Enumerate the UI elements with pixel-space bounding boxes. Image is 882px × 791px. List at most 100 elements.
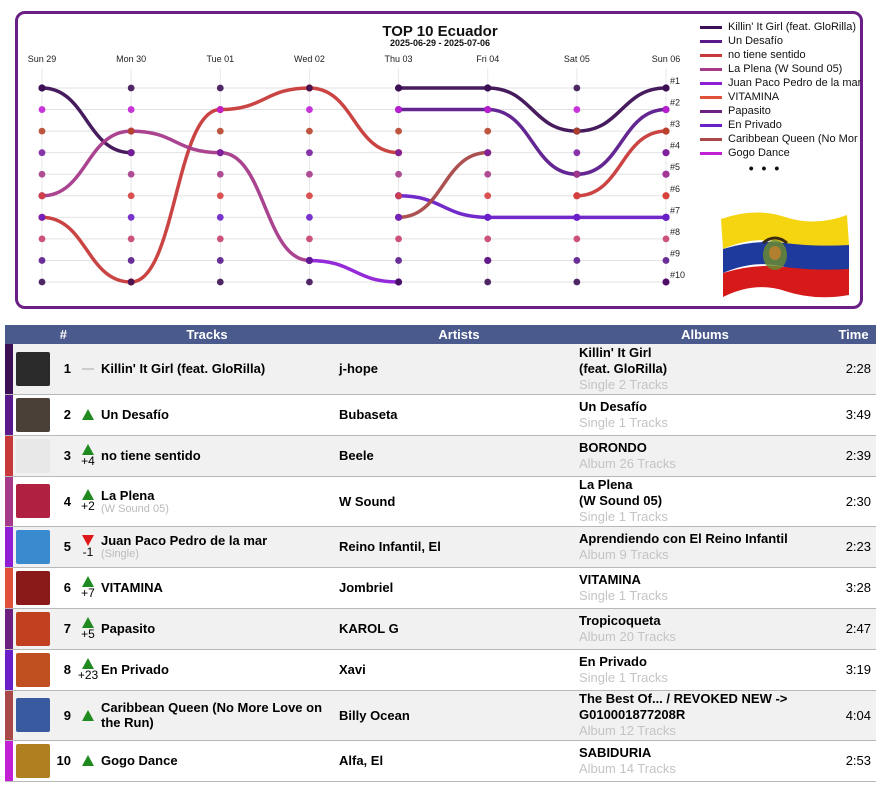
rank-dot bbox=[662, 278, 670, 286]
album-title-line2: G010001877208R bbox=[579, 707, 686, 722]
artists-header[interactable]: Artists bbox=[339, 325, 579, 344]
table-row[interactable]: 3 +4 no tiene sentido Beele BORONDO Album 26 … bbox=[5, 435, 876, 477]
album-meta: Album 26 Tracks bbox=[579, 455, 676, 471]
track-album[interactable]: VITAMINA Single 1 Tracks bbox=[579, 567, 831, 609]
album-cover-image[interactable] bbox=[16, 743, 50, 778]
track-title[interactable]: Un Desafío bbox=[101, 394, 339, 436]
track-title[interactable]: Gogo Dance bbox=[101, 740, 339, 782]
rank-change: +23 bbox=[75, 649, 101, 691]
album-cover-image[interactable] bbox=[16, 397, 50, 432]
track-album[interactable]: La Plena (W Sound 05) Single 1 Tracks bbox=[579, 476, 831, 527]
series-line bbox=[396, 150, 490, 220]
legend-item[interactable]: VITAMINA bbox=[700, 90, 860, 104]
track-artist[interactable]: Jombriel bbox=[339, 567, 579, 609]
track-artist[interactable]: KAROL G bbox=[339, 608, 579, 650]
album-cover-image[interactable] bbox=[16, 652, 50, 687]
rank-dot bbox=[484, 149, 492, 157]
track-duration: 2:39 bbox=[831, 435, 876, 477]
legend-item[interactable]: Gogo Dance bbox=[700, 146, 860, 160]
track-album[interactable]: The Best Of... / REVOKED NEW -> G01000187… bbox=[579, 690, 831, 741]
track-album[interactable]: Aprendiendo con El Reino Infantil Album 9… bbox=[579, 526, 831, 568]
track-title[interactable]: Killin' It Girl (feat. GloRilla) bbox=[101, 344, 339, 395]
track-album[interactable]: En Privado Single 1 Tracks bbox=[579, 649, 831, 691]
track-artist[interactable]: W Sound bbox=[339, 476, 579, 527]
rank-dot bbox=[395, 213, 402, 221]
rank-dot bbox=[306, 170, 313, 178]
table-row[interactable]: 5 -1 Juan Paco Pedro de la mar (Single) Rein… bbox=[5, 526, 876, 568]
album-title-line2: (feat. GloRilla) bbox=[579, 360, 668, 376]
album-cover-image[interactable] bbox=[16, 351, 50, 386]
rank-dot bbox=[127, 213, 135, 221]
rank-dot bbox=[306, 84, 313, 92]
table-row[interactable]: 10 Gogo Dance Alfa, El SABIDURIA Album 14 Tr… bbox=[5, 740, 876, 782]
track-album[interactable]: Un Desafío Single 1 Tracks bbox=[579, 394, 831, 436]
legend-more-indicator[interactable]: • • • bbox=[748, 160, 782, 176]
rank-header[interactable]: # bbox=[5, 325, 75, 344]
tracks-header[interactable]: Tracks bbox=[75, 325, 339, 344]
legend-item[interactable]: Un Desafío bbox=[700, 34, 860, 48]
track-title[interactable]: La Plena (W Sound 05) bbox=[101, 476, 339, 527]
table-row[interactable]: 4 +2 La Plena (W Sound 05) W Sound La Plena (W… bbox=[5, 476, 876, 527]
rank-dot bbox=[216, 213, 224, 221]
track-album[interactable]: SABIDURIA Album 14 Tracks bbox=[579, 740, 831, 782]
rank-dot bbox=[38, 192, 46, 200]
track-artist[interactable]: Billy Ocean bbox=[339, 690, 579, 741]
legend-item[interactable]: Papasito bbox=[700, 104, 860, 118]
legend-item[interactable]: En Privado bbox=[700, 118, 860, 132]
rank-change bbox=[75, 740, 101, 782]
albums-header[interactable]: Albums bbox=[579, 325, 831, 344]
track-title[interactable]: Caribbean Queen (No More Love on the Run… bbox=[101, 690, 339, 741]
table-row[interactable]: 2 Un Desafío Bubaseta Un Desafío Single 1 Tr… bbox=[5, 394, 876, 436]
album-cover-image[interactable] bbox=[16, 570, 50, 605]
legend-item[interactable]: La Plena (W Sound 05) bbox=[700, 62, 860, 76]
rank-dot bbox=[38, 235, 46, 243]
album-cover-image[interactable] bbox=[16, 438, 50, 473]
track-artist[interactable]: Bubaseta bbox=[339, 394, 579, 436]
track-artist[interactable]: Reino Infantil, El bbox=[339, 526, 579, 568]
album-cover-image[interactable] bbox=[16, 698, 50, 732]
legend-item[interactable]: no tiene sentido bbox=[700, 48, 860, 62]
legend-item[interactable]: Juan Paco Pedro de la mar bbox=[700, 76, 861, 90]
time-header[interactable]: Time bbox=[831, 325, 876, 344]
table-row[interactable]: 1 Killin' It Girl (feat. GloRilla) j-hope K… bbox=[5, 344, 876, 395]
album-cover-image[interactable] bbox=[16, 529, 50, 564]
track-title[interactable]: no tiene sentido bbox=[101, 435, 339, 477]
legend-item[interactable]: Killin' It Girl (feat. GloRilla) bbox=[700, 20, 860, 34]
track-title[interactable]: Juan Paco Pedro de la mar (Single) bbox=[101, 526, 339, 568]
album-title-line1: VITAMINA bbox=[579, 571, 641, 587]
rank-change-value: +5 bbox=[81, 626, 95, 641]
rank-dot bbox=[127, 278, 135, 286]
table-row[interactable]: 6 +7 VITAMINA Jombriel VITAMINA Single 1 Trac… bbox=[5, 567, 876, 609]
track-title[interactable]: Papasito bbox=[101, 608, 339, 650]
track-artist[interactable]: Xavi bbox=[339, 649, 579, 691]
rank-dot bbox=[216, 170, 224, 178]
rank-dot bbox=[216, 149, 224, 157]
trend-same-icon bbox=[82, 367, 94, 370]
rank-dot bbox=[573, 149, 581, 157]
track-album[interactable]: Killin' It Girl (feat. GloRilla) Single 2 … bbox=[579, 344, 831, 395]
album-cover-cell bbox=[13, 344, 53, 395]
album-cover-image[interactable] bbox=[16, 484, 50, 518]
track-title[interactable]: VITAMINA bbox=[101, 567, 339, 609]
track-artist[interactable]: Alfa, El bbox=[339, 740, 579, 782]
rank-change-value: +4 bbox=[81, 453, 95, 468]
track-album[interactable]: Tropicoqueta Album 20 Tracks bbox=[579, 608, 831, 650]
rank-dot bbox=[38, 106, 46, 113]
rank-dot bbox=[573, 127, 581, 135]
table-row[interactable]: 7 +5 Papasito KAROL G Tropicoqueta Album 20 T… bbox=[5, 608, 876, 650]
rank-dot bbox=[38, 149, 46, 157]
track-artist[interactable]: j-hope bbox=[339, 344, 579, 395]
rank-dot bbox=[306, 127, 313, 135]
track-title[interactable]: En Privado bbox=[101, 649, 339, 691]
legend-item[interactable]: Caribbean Queen (No Mor bbox=[700, 132, 860, 146]
rank-dot bbox=[662, 235, 670, 243]
table-row[interactable]: 9 Caribbean Queen (No More Love on the Ru… bbox=[5, 690, 876, 741]
track-artist[interactable]: Beele bbox=[339, 435, 579, 477]
rank-dot bbox=[484, 235, 492, 243]
table-row[interactable]: 8 +23 En Privado Xavi En Privado Single 1 Tra… bbox=[5, 649, 876, 691]
x-tick-label: Mon 30 bbox=[116, 54, 146, 64]
track-album[interactable]: BORONDO Album 26 Tracks bbox=[579, 435, 831, 477]
trend-up-icon bbox=[82, 616, 94, 628]
album-cover-image[interactable] bbox=[16, 611, 50, 646]
